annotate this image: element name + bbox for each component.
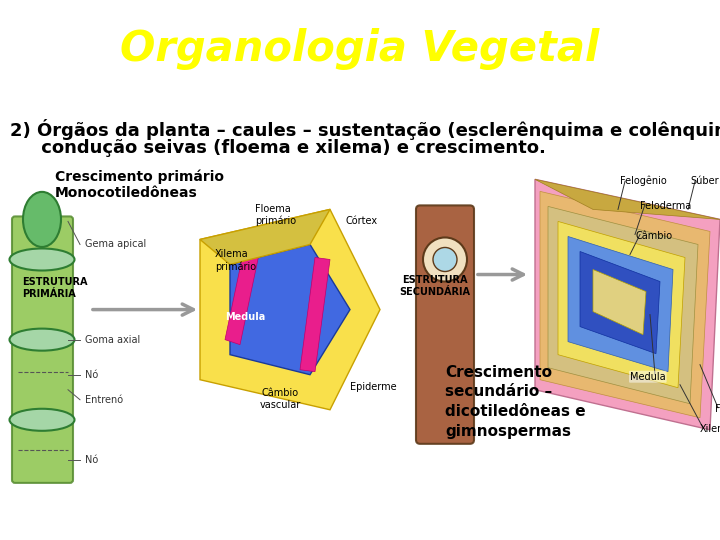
Circle shape <box>423 238 467 281</box>
Text: Feloderma: Feloderma <box>640 201 691 211</box>
Text: Goma axial: Goma axial <box>85 335 140 345</box>
Text: Gema apical: Gema apical <box>85 239 146 249</box>
Circle shape <box>433 247 457 272</box>
Ellipse shape <box>9 329 74 350</box>
Text: Córtex: Córtex <box>345 217 377 226</box>
Ellipse shape <box>9 409 74 431</box>
Ellipse shape <box>9 248 74 271</box>
Ellipse shape <box>23 192 61 247</box>
Polygon shape <box>593 269 646 335</box>
Text: 2) Órgãos da planta – caules – sustentação (esclerênquima e colênquima),: 2) Órgãos da planta – caules – sustentaç… <box>10 119 720 140</box>
Polygon shape <box>535 179 720 219</box>
Text: Crescimento
secundário –
dicotiledôneas e
gimnospermas: Crescimento secundário – dicotiledôneas … <box>445 364 585 439</box>
Text: Câmbio
vascular: Câmbio vascular <box>259 388 301 410</box>
Text: Entrenó: Entrenó <box>85 395 123 405</box>
Polygon shape <box>548 206 698 404</box>
Polygon shape <box>225 245 260 345</box>
Text: Xilema
primário: Xilema primário <box>215 249 256 272</box>
Text: Medula: Medula <box>630 372 665 382</box>
Text: Organologia Vegetal: Organologia Vegetal <box>120 28 600 70</box>
Text: Floema: Floema <box>715 404 720 414</box>
Polygon shape <box>200 210 380 410</box>
Polygon shape <box>200 210 330 265</box>
Text: Nó: Nó <box>85 455 98 465</box>
Text: Epiderme: Epiderme <box>350 382 397 392</box>
Polygon shape <box>300 258 330 372</box>
Text: Nó: Nó <box>85 370 98 380</box>
Text: Súber: Súber <box>690 177 719 186</box>
Text: Felogênio: Felogênio <box>620 176 667 186</box>
Polygon shape <box>535 179 720 430</box>
Text: Floema
primário: Floema primário <box>255 204 296 226</box>
Polygon shape <box>230 245 350 375</box>
Text: ESTRUTURA
PRIMÁRIA: ESTRUTURA PRIMÁRIA <box>22 277 88 299</box>
Polygon shape <box>558 221 685 388</box>
Polygon shape <box>540 191 710 418</box>
FancyBboxPatch shape <box>12 217 73 483</box>
FancyBboxPatch shape <box>416 205 474 444</box>
Text: ESTRUTURA
SECUNDÁRIA: ESTRUTURA SECUNDÁRIA <box>400 275 470 296</box>
Polygon shape <box>580 252 660 354</box>
Text: Xilema: Xilema <box>700 424 720 434</box>
Polygon shape <box>568 237 673 372</box>
Text: Câmbio: Câmbio <box>635 232 672 241</box>
Text: Medula: Medula <box>225 312 265 322</box>
Text: condução seivas (floema e xilema) e crescimento.: condução seivas (floema e xilema) e cres… <box>10 139 546 157</box>
Text: Crescimento primário
Monocotiledôneas: Crescimento primário Monocotiledôneas <box>55 170 224 200</box>
